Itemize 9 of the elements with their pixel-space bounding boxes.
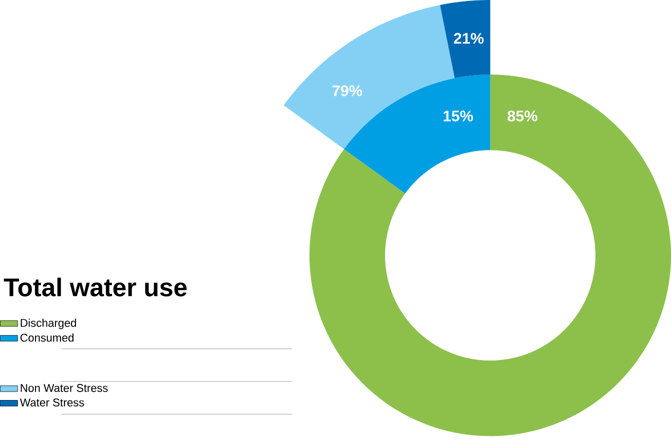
data-label: 85% — [508, 110, 538, 122]
legend-label: Non Water Stress — [20, 384, 108, 392]
data-label: 15% — [444, 110, 473, 122]
legend-label: Discharged — [20, 318, 76, 329]
text: Total water use — [4, 278, 187, 296]
data-label: 21% — [454, 32, 484, 44]
data-label: 79% — [332, 85, 362, 96]
legend-label: Consumed — [20, 333, 74, 342]
legend-label: Water Stress — [20, 398, 84, 406]
